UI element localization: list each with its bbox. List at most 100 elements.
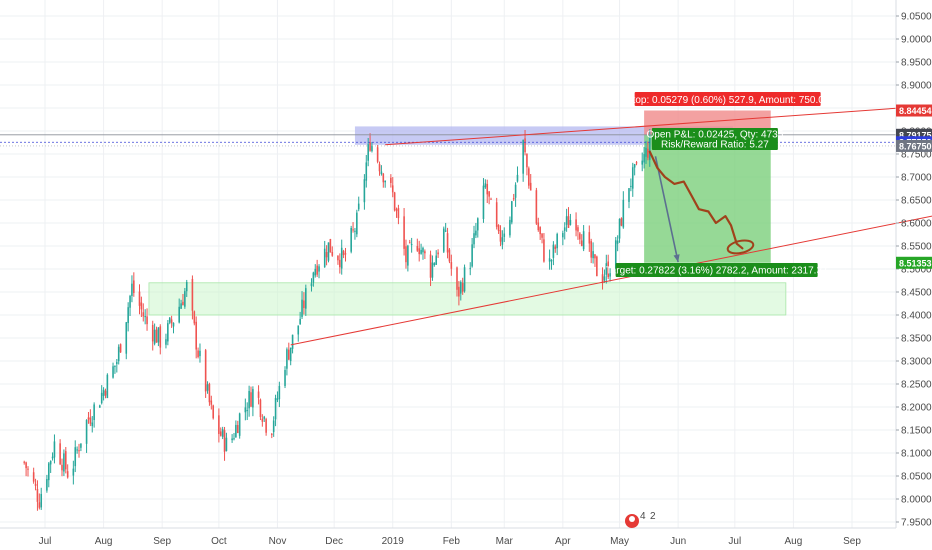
candle-body — [614, 240, 617, 274]
candle-body — [80, 443, 82, 448]
hand-drawn-path[interactable] — [648, 150, 744, 250]
time-axis-label: Jul — [728, 536, 741, 547]
candle-body — [301, 299, 303, 317]
projection-arrow-line[interactable] — [654, 156, 679, 263]
candle-body — [157, 327, 160, 343]
candle-body — [180, 303, 182, 309]
candle-body — [197, 350, 199, 357]
candle-body — [575, 219, 577, 231]
candle-body — [437, 252, 439, 255]
time-axis-label: May — [610, 536, 629, 547]
candle-body — [172, 322, 175, 327]
candle-body — [563, 227, 566, 231]
candle-body — [327, 242, 330, 261]
candle-body — [435, 255, 438, 265]
upper-resistance-trendline[interactable] — [385, 105, 932, 146]
candle-body — [248, 390, 250, 409]
candle-body — [259, 399, 262, 418]
time-axis-label: Mar — [496, 536, 514, 547]
price-tag-label: 8.51353 — [899, 258, 932, 268]
candle-body — [397, 208, 400, 219]
time-axis[interactable]: Jul Aug Sep Oct Nov Dec 2019 Feb Mar Apr May Jun Jul… — [0, 527, 896, 547]
candle-body — [85, 419, 88, 444]
price-axis-label: 8.55000 — [901, 242, 932, 253]
price-axis-label: 8.95000 — [901, 58, 932, 69]
candle-body — [548, 258, 551, 262]
candle-body — [74, 447, 77, 467]
candlesticks-series — [23, 129, 661, 511]
candle-body — [99, 405, 101, 408]
candle-body — [648, 137, 651, 160]
stop-label-box[interactable] — [634, 92, 821, 106]
candle-body — [117, 346, 120, 362]
candle-body — [246, 410, 249, 412]
candle-body — [541, 233, 543, 238]
candle-body — [325, 252, 328, 258]
projection-arrowhead — [673, 254, 680, 263]
candle-body — [146, 316, 148, 325]
price-axis-label: 8.35000 — [901, 334, 932, 345]
candle-body — [51, 456, 54, 459]
time-axis-label: Nov — [269, 536, 287, 547]
candle-body — [405, 246, 407, 263]
price-tag-box[interactable] — [896, 256, 932, 269]
price-axis[interactable]: 9.050009.000008.950008.900008.850008.800… — [895, 0, 932, 529]
candle-body — [350, 228, 352, 252]
candle-body — [49, 461, 52, 465]
price-axis-label: 8.30000 — [901, 357, 932, 368]
candle-body — [323, 248, 326, 268]
price-axis-label: 9.00000 — [901, 35, 932, 46]
candle-body — [528, 168, 530, 186]
candle-body — [363, 179, 366, 203]
candle-body — [550, 260, 553, 262]
candle-body — [475, 230, 477, 236]
candle-body — [490, 198, 492, 200]
candle-body — [446, 233, 449, 253]
price-tag-box[interactable] — [896, 104, 932, 117]
candle-body — [142, 312, 145, 317]
candle-body — [620, 218, 623, 226]
candle-body — [393, 192, 396, 211]
candle-body — [66, 471, 69, 478]
candle-body — [340, 247, 343, 269]
candle-body — [433, 263, 436, 266]
candle-body — [297, 325, 300, 335]
candle-body — [170, 319, 173, 324]
candle-body — [235, 424, 237, 438]
support-zone-rectangle[interactable] — [148, 282, 787, 316]
ascending-support-trendline[interactable] — [290, 215, 932, 346]
target-label-box[interactable] — [615, 263, 818, 277]
candle-body — [579, 233, 581, 240]
time-axis-label: Jun — [670, 536, 686, 547]
candle-body — [76, 449, 78, 451]
candle-body — [495, 202, 498, 227]
time-axis-label: 2019 — [382, 536, 405, 547]
candle-body — [418, 248, 421, 255]
candle-body — [261, 418, 264, 422]
open-pl-label-box[interactable] — [651, 128, 778, 150]
time-axis-label: Oct — [211, 536, 227, 547]
candle-body — [594, 254, 596, 259]
time-axis-label: Aug — [95, 536, 113, 547]
take-profit-zone[interactable] — [644, 134, 771, 263]
candle-body — [569, 219, 572, 225]
candle-body — [630, 185, 632, 187]
hand-drawn-circle[interactable] — [726, 238, 755, 255]
candle-body — [337, 255, 339, 261]
candle-body — [278, 385, 281, 400]
candle-body — [167, 323, 169, 342]
candle-body — [289, 347, 292, 362]
candle-body — [331, 251, 334, 256]
candle-body — [367, 144, 369, 161]
candle-body — [100, 392, 103, 404]
candle-body — [303, 300, 305, 309]
price-tag-box[interactable] — [896, 139, 932, 152]
candle-body — [352, 229, 354, 231]
candle-body — [416, 246, 419, 251]
candle-body — [590, 241, 592, 258]
candle-body — [371, 145, 373, 152]
price-tag-label: 8.84454 — [899, 106, 932, 116]
candle-body — [133, 280, 135, 293]
